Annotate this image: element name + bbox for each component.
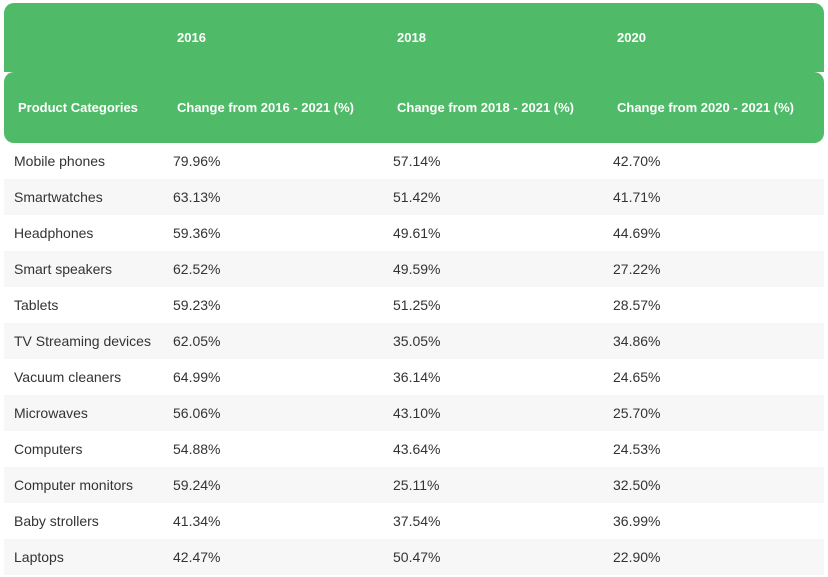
value-cell: 36.99% [613,513,661,529]
value-cell: 25.11% [393,477,440,493]
table-row: Mobile phones 79.96% 57.14% 42.70% [4,143,824,179]
category-cell: Smartwatches [14,189,103,205]
category-cell: Vacuum cleaners [14,369,122,385]
value-cell: 51.25% [393,297,441,313]
header-year-row: 2016 2018 2020 [4,3,824,72]
value-cell: 42.47% [173,549,221,565]
value-cell: 44.69% [613,225,661,241]
table-row: Baby strollers 41.34% 37.54% 36.99% [4,503,824,539]
table-row: Smart speakers 62.52% 49.59% 27.22% [4,251,824,287]
category-cell: Computer monitors [14,477,134,493]
table-row: Laptops 42.47% 50.47% 22.90% [4,539,824,575]
header-year: 2016 [177,29,206,45]
table-row: Computers 54.88% 43.64% 24.53% [4,431,824,467]
table-row: Vacuum cleaners 64.99% 36.14% 24.65% [4,359,824,395]
value-cell: 49.59% [393,261,441,277]
value-cell: 54.88% [173,441,221,457]
value-cell: 43.10% [393,405,441,421]
value-cell: 79.96% [173,153,221,169]
data-table: 2016 2018 2020 Product Categories Change fr… [4,3,824,575]
column-header: Change from 2016 - 2021 (%) [177,99,355,115]
value-cell: 57.14% [393,153,441,169]
value-cell: 62.05% [173,333,221,349]
value-cell: 63.13% [173,189,221,205]
value-cell: 64.99% [173,369,221,385]
value-cell: 27.22% [613,261,661,277]
value-cell: 56.06% [173,405,221,421]
value-cell: 32.50% [613,477,661,493]
header-year: 2018 [397,29,426,45]
value-cell: 59.24% [173,477,221,493]
value-cell: 28.57% [613,297,661,313]
category-cell: Laptops [14,549,64,565]
value-cell: 34.86% [613,333,661,349]
table-body: Mobile phones 79.96% 57.14% 42.70% Smartwatc… [4,143,824,575]
table-row: TV Streaming devices 62.05% 35.05% 34.86% [4,323,824,359]
header-column-row: Product Categories Change from 2016 - 202… [4,72,824,143]
category-cell: Smart speakers [14,261,113,277]
value-cell: 62.52% [173,261,221,277]
category-cell: Computers [14,441,83,457]
value-cell: 50.47% [393,549,441,565]
column-header: Change from 2018 - 2021 (%) [397,99,575,115]
column-header: Change from 2020 - 2021 (%) [617,99,795,115]
value-cell: 41.71% [613,189,661,205]
table-row: Smartwatches 63.13% 51.42% 41.71% [4,179,824,215]
value-cell: 24.53% [613,441,661,457]
value-cell: 25.70% [613,405,661,421]
value-cell: 59.23% [173,297,221,313]
value-cell: 59.36% [173,225,221,241]
value-cell: 51.42% [393,189,441,205]
column-header: Product Categories [18,99,138,115]
value-cell: 35.05% [393,333,441,349]
value-cell: 41.34% [173,513,221,529]
table-row: Tablets 59.23% 51.25% 28.57% [4,287,824,323]
table-row: Headphones 59.36% 49.61% 44.69% [4,215,824,251]
category-cell: Headphones [14,225,94,241]
value-cell: 42.70% [613,153,661,169]
value-cell: 24.65% [613,369,661,385]
category-cell: Baby strollers [14,513,99,529]
value-cell: 22.90% [613,549,661,565]
category-cell: TV Streaming devices [14,333,151,349]
value-cell: 43.64% [393,441,441,457]
category-cell: Microwaves [14,405,88,421]
value-cell: 36.14% [393,369,441,385]
value-cell: 37.54% [393,513,441,529]
table-row: Computer monitors 59.24% 25.11% 32.50% [4,467,824,503]
category-cell: Tablets [14,297,59,313]
table-row: Microwaves 56.06% 43.10% 25.70% [4,395,824,431]
category-cell: Mobile phones [14,153,106,169]
value-cell: 49.61% [393,225,441,241]
header-year: 2020 [617,29,646,45]
